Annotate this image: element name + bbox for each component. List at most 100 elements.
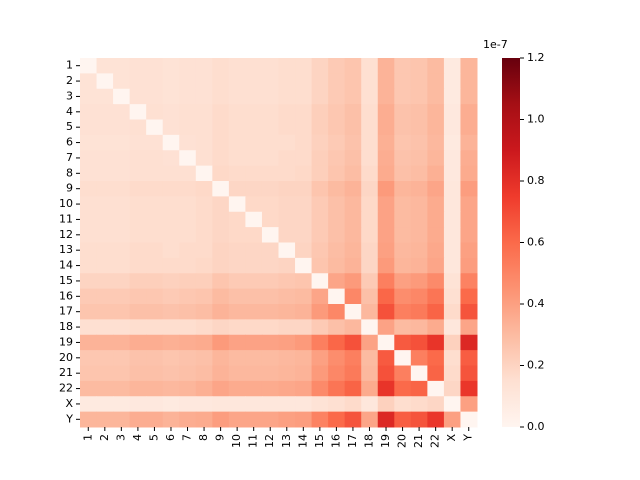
- heatmap-cell: [80, 365, 98, 382]
- heatmap-cell: [295, 104, 313, 120]
- heatmap-cell: [427, 396, 445, 413]
- heatmap-cell: [394, 58, 412, 74]
- heatmap-cell: [295, 304, 313, 320]
- heatmap-cell: [427, 181, 445, 197]
- heatmap-cell: [179, 211, 197, 228]
- heatmap-cell: [129, 365, 147, 382]
- heatmap-cell: [113, 396, 131, 413]
- heatmap-cell: [377, 273, 395, 290]
- heatmap-cell: [278, 273, 296, 290]
- heatmap-cell: [410, 150, 428, 167]
- heatmap-cell: [146, 365, 164, 382]
- heatmap-cell: [179, 58, 197, 74]
- heatmap-cell: [460, 304, 478, 320]
- heatmap-cell: [460, 211, 478, 228]
- heatmap-cell: [212, 273, 230, 290]
- heatmap-cell: [245, 396, 263, 413]
- heatmap-cell: [344, 196, 362, 213]
- heatmap-cell: [179, 288, 197, 305]
- heatmap-cell: [394, 288, 412, 305]
- heatmap-cell: [311, 319, 329, 336]
- x-tick-label: 1: [81, 434, 94, 441]
- heatmap-cell: [427, 319, 445, 336]
- heatmap-cell: [377, 165, 395, 182]
- heatmap-cell: [377, 150, 395, 167]
- heatmap-cell: [96, 350, 114, 366]
- heatmap-cell: [261, 365, 279, 382]
- heatmap-cell: [427, 288, 445, 305]
- heatmap-cell: [410, 304, 428, 320]
- x-tick-label: 12: [263, 434, 276, 448]
- heatmap-cell: [179, 350, 197, 366]
- heatmap-cell: [278, 165, 296, 182]
- heatmap-cell: [394, 350, 412, 366]
- heatmap-cell: [195, 119, 213, 136]
- heatmap-cell: [113, 411, 131, 428]
- heatmap-cell: [443, 181, 461, 197]
- heatmap-cell: [113, 58, 131, 74]
- heatmap-cell: [344, 211, 362, 228]
- heatmap-cell: [146, 181, 164, 197]
- heatmap-cell: [278, 150, 296, 167]
- heatmap-cell: [295, 181, 313, 197]
- heatmap-cell: [245, 181, 263, 197]
- y-tick-label: 5: [66, 120, 73, 133]
- heatmap-cell: [377, 196, 395, 213]
- heatmap-cell: [162, 181, 180, 197]
- heatmap-cell: [394, 73, 412, 90]
- heatmap-cell: [377, 365, 395, 382]
- heatmap-cell: [278, 365, 296, 382]
- heatmap-cell: [129, 273, 147, 290]
- heatmap-cell: [113, 319, 131, 336]
- heatmap-cell: [245, 227, 263, 243]
- heatmap-cell: [113, 365, 131, 382]
- heatmap-cell: [162, 365, 180, 382]
- heatmap-cell: [261, 350, 279, 366]
- heatmap-cell: [344, 273, 362, 290]
- heatmap-cell: [443, 365, 461, 382]
- heatmap-cell: [311, 350, 329, 366]
- x-tick-label: 14: [296, 434, 309, 448]
- heatmap-cell: [113, 165, 131, 182]
- heatmap-cell: [410, 196, 428, 213]
- heatmap-cell: [328, 196, 346, 213]
- heatmap-cell: [344, 181, 362, 197]
- heatmap-cell: [80, 334, 98, 351]
- heatmap-cell: [311, 73, 329, 90]
- heatmap-cell: [245, 365, 263, 382]
- heatmap-cell: [361, 396, 379, 413]
- heatmap-cell: [162, 119, 180, 136]
- x-tick-label: 11: [247, 434, 260, 448]
- heatmap-cell: [427, 73, 445, 90]
- heatmap-cell: [295, 73, 313, 90]
- heatmap-cell: [96, 227, 114, 243]
- heatmap-cell: [328, 304, 346, 320]
- heatmap-cell: [261, 257, 279, 274]
- heatmap-cell: [410, 380, 428, 397]
- heatmap-cell: [460, 196, 478, 213]
- y-tick-label: 22: [59, 382, 73, 395]
- heatmap-cell: [245, 242, 263, 259]
- heatmap-cell: [146, 273, 164, 290]
- heatmap-cell: [311, 304, 329, 320]
- heatmap-cell: [427, 134, 445, 151]
- heatmap-cell: [96, 288, 114, 305]
- heatmap-cell: [410, 365, 428, 382]
- y-tick-label: 21: [59, 366, 73, 379]
- heatmap-cell: [460, 181, 478, 197]
- heatmap-cell: [311, 211, 329, 228]
- heatmap-cell: [162, 73, 180, 90]
- heatmap-cell: [80, 119, 98, 136]
- heatmap-cell: [129, 242, 147, 259]
- heatmap-cell: [328, 288, 346, 305]
- heatmap-cell: [361, 181, 379, 197]
- heatmap-cell: [113, 380, 131, 397]
- heatmap-cell: [195, 88, 213, 105]
- heatmap-cell: [394, 150, 412, 167]
- heatmap-cell: [228, 411, 246, 428]
- heatmap-cell: [146, 196, 164, 213]
- heatmap-cell: [361, 380, 379, 397]
- heatmap-cell: [195, 227, 213, 243]
- heatmap-cell: [443, 73, 461, 90]
- heatmap-cell: [410, 181, 428, 197]
